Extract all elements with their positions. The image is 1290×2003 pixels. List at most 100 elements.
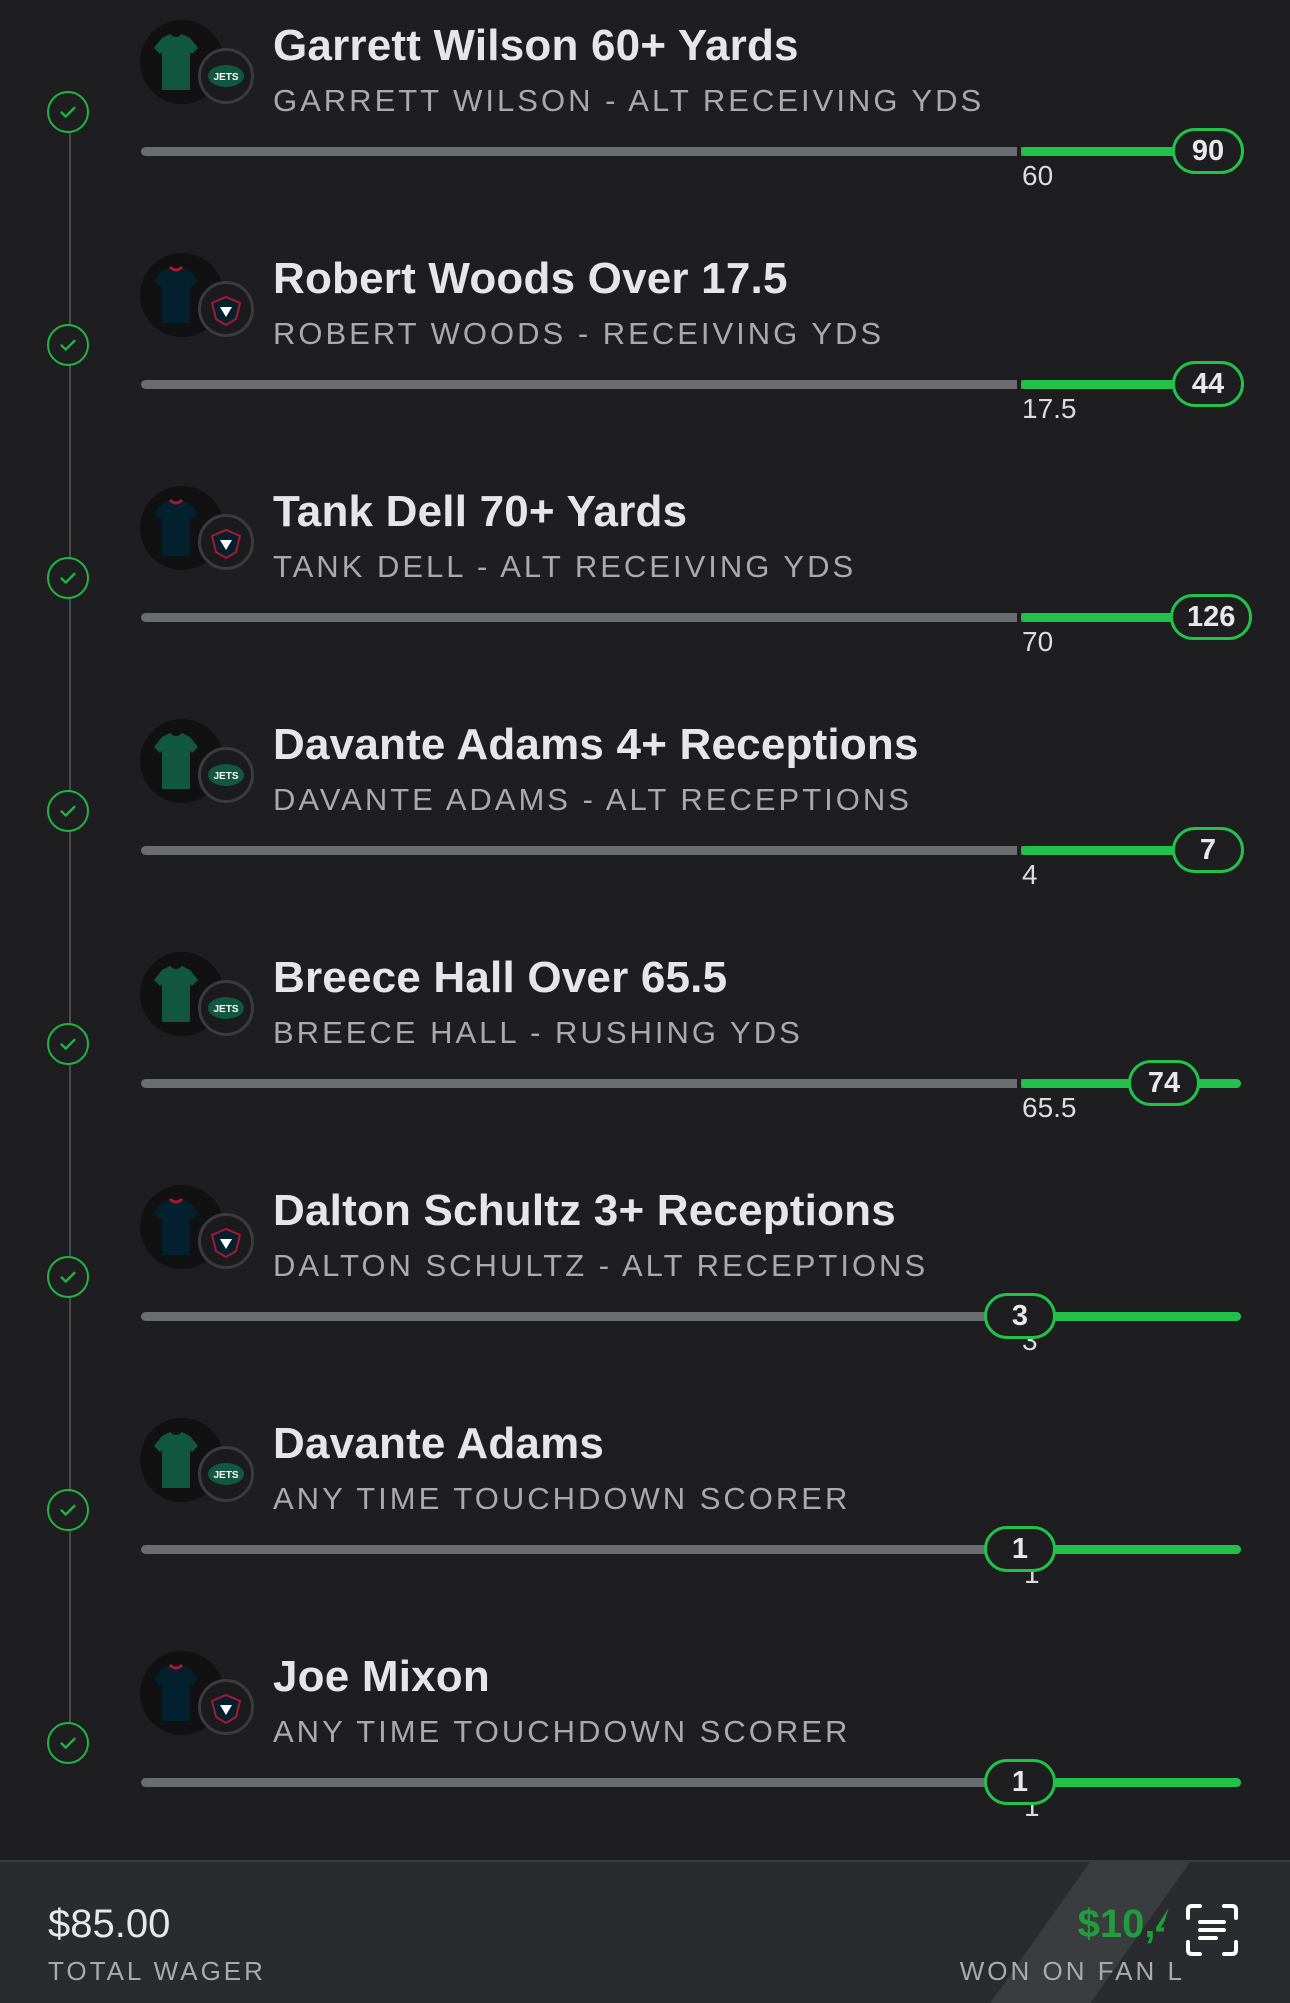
result-pill: 1 [984,1759,1056,1805]
jets-jersey-icon [154,34,198,90]
check-icon [47,557,89,599]
total-wager-label: TOTAL WAGER [48,1956,266,1986]
progress-track [141,1079,1241,1088]
player-avatar: JETS [140,952,254,1036]
total-wager-amount: $85.00 [48,1902,171,1946]
svg-text:JETS: JETS [213,771,238,782]
texans-jersey-icon [154,1197,198,1255]
progress-track [141,846,1241,855]
leg-subtitle: ANY TIME TOUCHDOWN SCORER [273,1714,851,1749]
texans-jersey-icon [154,265,198,323]
leg-title: Tank Dell 70+ Yards [273,487,688,536]
leg-subtitle: ANY TIME TOUCHDOWN SCORER [273,1481,851,1516]
progress-fill [1021,147,1241,156]
check-icon [47,324,89,366]
progress-fill [1021,613,1241,622]
leg-subtitle: TANK DELL - ALT RECEIVING YDS [273,549,857,584]
svg-text:JETS: JETS [213,1004,238,1015]
jets-logo-icon: JETS [198,1446,254,1502]
leg-item[interactable]: Dalton Schultz 3+ Receptions DALTON SCHU… [0,1165,1290,1398]
texans-logo-icon [198,1679,254,1735]
jets-logo-icon: JETS [198,747,254,803]
texans-logo-icon [198,514,254,570]
line-marker [1017,837,1021,865]
leg-subtitle: BREECE HALL - RUSHING YDS [273,1015,803,1050]
line-value: 4 [1022,859,1038,890]
leg-item[interactable]: Robert Woods Over 17.5 ROBERT WOODS - RE… [0,233,1290,466]
jets-jersey-icon [154,733,198,789]
jets-logo-icon: JETS [198,980,254,1036]
line-marker [1017,1070,1021,1098]
progress-track [141,380,1241,389]
leg-item[interactable]: Tank Dell 70+ Yards TANK DELL - ALT RECE… [0,466,1290,699]
progress-fill [1021,1778,1241,1787]
result-pill: 3 [984,1293,1056,1339]
leg-subtitle: ROBERT WOODS - RECEIVING YDS [273,316,885,351]
line-marker [1017,138,1021,166]
texans-logo-icon [198,1213,254,1269]
leg-subtitle: DALTON SCHULTZ - ALT RECEPTIONS [273,1248,929,1283]
svg-text:JETS: JETS [213,1470,238,1481]
check-icon [47,91,89,133]
bet-summary-footer: $85.00 TOTAL WAGER $10,41 WON ON FAN L [0,1860,1290,2003]
result-pill: 1 [984,1526,1056,1572]
leg-title: Dalton Schultz 3+ Receptions [273,1186,896,1235]
line-value: 65.5 [1022,1092,1077,1123]
jets-jersey-icon [154,966,198,1022]
player-avatar [140,253,254,337]
texans-jersey-icon [154,498,198,556]
timeline-line [69,112,71,1742]
leg-title: Garrett Wilson 60+ Yards [273,21,799,70]
leg-title: Joe Mixon [273,1652,490,1701]
player-avatar [140,486,254,570]
leg-subtitle: DAVANTE ADAMS - ALT RECEPTIONS [273,782,912,817]
progress-fill [1021,1545,1241,1554]
won-label: WON ON FAN L [959,1956,1185,1986]
svg-text:JETS: JETS [213,72,238,83]
result-pill: 74 [1128,1060,1200,1106]
player-avatar: JETS [140,1418,254,1502]
progress-track [141,1778,1241,1787]
leg-item[interactable]: JETS Garrett Wilson 60+ Yards GARRETT WI… [0,0,1290,233]
jets-logo-icon: JETS [198,48,254,104]
leg-title: Davante Adams 4+ Receptions [273,720,919,769]
line-marker [1017,604,1021,632]
leg-title: Davante Adams [273,1419,605,1468]
result-pill: 44 [1172,361,1244,407]
check-icon [47,1256,89,1298]
texans-jersey-icon [154,1663,198,1721]
leg-title: Breece Hall Over 65.5 [273,953,728,1002]
leg-title: Robert Woods Over 17.5 [273,254,788,303]
line-value: 60 [1022,160,1054,191]
check-icon [47,1722,89,1764]
check-icon [47,790,89,832]
scan-text-icon [1186,1904,1238,1956]
line-value: 70 [1022,626,1054,657]
check-icon [47,1023,89,1065]
progress-fill [1021,380,1241,389]
line-value: 17.5 [1022,393,1077,424]
leg-item[interactable]: JETS Breece Hall Over 65.5 BREECE HALL -… [0,932,1290,1165]
player-avatar: JETS [140,20,254,104]
progress-track [141,1545,1241,1554]
result-pill: 126 [1170,594,1253,640]
player-avatar [140,1185,254,1269]
leg-subtitle: GARRETT WILSON - ALT RECEIVING YDS [273,83,985,118]
progress-fill [1021,1312,1241,1321]
texans-logo-icon [198,281,254,337]
jets-jersey-icon [154,1432,198,1488]
result-pill: 7 [1172,827,1244,873]
progress-track [141,613,1241,622]
progress-track [141,1312,1241,1321]
player-avatar: JETS [140,719,254,803]
watermark-shape [990,1862,1190,2003]
result-pill: 90 [1172,128,1244,174]
leg-item[interactable]: Joe Mixon ANY TIME TOUCHDOWN SCORER 1 1 [0,1631,1290,1864]
line-marker [1017,371,1021,399]
scan-text-button[interactable] [1164,1882,1260,1978]
leg-item[interactable]: JETS Davante Adams 4+ Receptions DAVANTE… [0,699,1290,932]
player-avatar [140,1651,254,1735]
leg-item[interactable]: JETS Davante Adams ANY TIME TOUCHDOWN SC… [0,1398,1290,1631]
check-icon [47,1489,89,1531]
progress-track [141,147,1241,156]
